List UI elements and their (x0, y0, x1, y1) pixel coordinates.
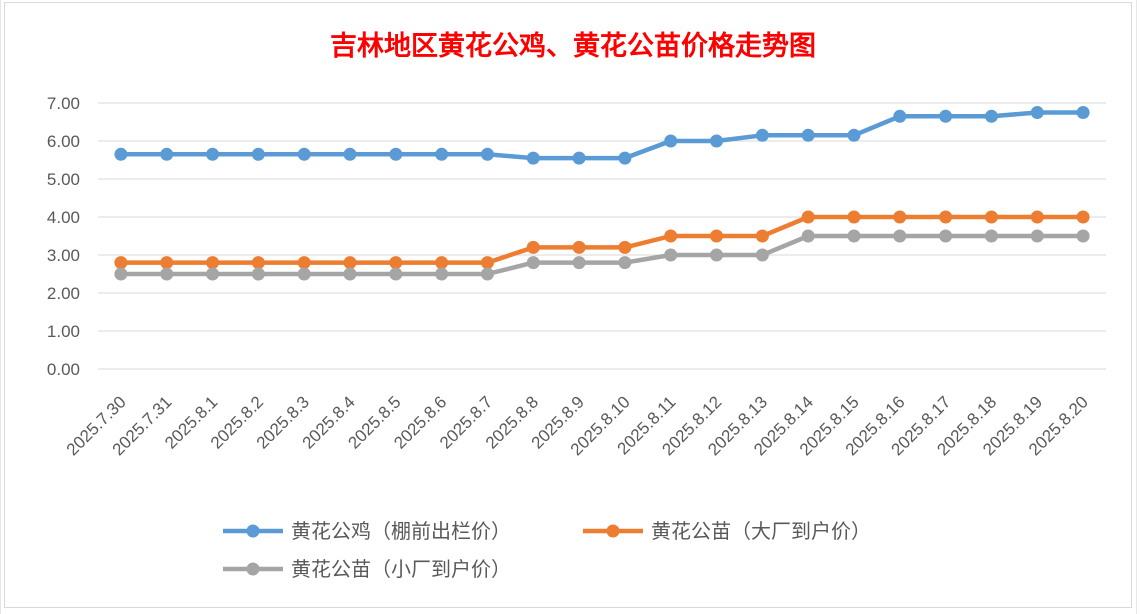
chart-area[interactable]: 吉林地区黄花公鸡、黄花公苗价格走势图 0.00 1.00 2.00 3.00 4.00 5… (4, 2, 1132, 608)
legend-marker (246, 524, 260, 538)
data-point (847, 128, 861, 142)
data-point (251, 267, 265, 281)
data-point (480, 256, 494, 270)
data-point (435, 256, 449, 270)
data-point (526, 256, 540, 270)
legend-label: 黄花公苗（大厂到户价） (651, 519, 871, 543)
series-lines (114, 106, 1090, 281)
data-point (755, 128, 769, 142)
y-tick-label: 6.00 (47, 132, 80, 151)
data-point (435, 147, 449, 161)
data-point (572, 240, 586, 254)
data-point (297, 256, 311, 270)
data-point (939, 210, 953, 224)
y-tick-label: 2.00 (47, 284, 80, 303)
data-point (343, 147, 357, 161)
data-point (160, 147, 174, 161)
data-point (847, 229, 861, 243)
gridlines (98, 102, 1106, 370)
data-point (435, 267, 449, 281)
series-3 (114, 229, 1090, 281)
legend: 黄花公鸡（棚前出栏价） 黄花公苗（大厂到户价） 黄花公苗（小厂到户价） (223, 519, 871, 581)
data-point (755, 248, 769, 262)
legend-item: 黄花公鸡（棚前出栏价） (223, 519, 511, 543)
data-point (984, 210, 998, 224)
y-tick-label: 7.00 (47, 94, 80, 113)
legend-item: 黄花公苗（小厂到户价） (223, 557, 511, 581)
x-axis-labels: 2025.7.302025.7.312025.8.12025.8.22025.8… (63, 392, 1092, 459)
data-point (1030, 210, 1044, 224)
data-point (664, 248, 678, 262)
data-point (618, 151, 632, 165)
data-point (114, 147, 128, 161)
data-point (160, 256, 174, 270)
data-point (893, 229, 907, 243)
data-point (206, 256, 220, 270)
data-point (572, 151, 586, 165)
data-point (389, 147, 403, 161)
data-point (572, 256, 586, 270)
legend-marker (246, 562, 260, 576)
sheet-gridline (1136, 0, 1137, 614)
data-point (206, 147, 220, 161)
data-point (526, 240, 540, 254)
data-point (114, 256, 128, 270)
data-point (893, 109, 907, 123)
y-tick-label: 5.00 (47, 170, 80, 189)
data-point (1030, 106, 1044, 119)
series-line (120, 110, 1084, 161)
legend-marker (606, 524, 620, 538)
data-point (710, 229, 724, 243)
data-point (343, 256, 357, 270)
data-point (1076, 210, 1090, 224)
data-point (1030, 229, 1044, 243)
data-point (480, 147, 494, 161)
data-point (801, 210, 815, 224)
legend-label: 黄花公苗（小厂到户价） (291, 557, 511, 581)
data-point (755, 229, 769, 243)
data-point (984, 229, 998, 243)
data-point (939, 109, 953, 123)
price-trend-chart: 吉林地区黄花公鸡、黄花公苗价格走势图 0.00 1.00 2.00 3.00 4.00 5… (47, 31, 1106, 581)
data-point (939, 229, 953, 243)
data-point (1076, 229, 1090, 243)
legend-label: 黄花公鸡（棚前出栏价） (291, 519, 511, 543)
data-point (801, 128, 815, 142)
data-point (710, 134, 724, 148)
data-point (801, 229, 815, 243)
sheet-gridline (0, 0, 1, 614)
legend-item: 黄花公苗（大厂到户价） (583, 519, 871, 543)
series-line (120, 214, 1084, 265)
chart-title: 吉林地区黄花公鸡、黄花公苗价格走势图 (330, 31, 816, 62)
data-point (893, 210, 907, 224)
data-point (389, 256, 403, 270)
data-point (251, 256, 265, 270)
data-point (160, 267, 174, 281)
series-1 (114, 106, 1090, 165)
y-tick-label: 0.00 (47, 360, 80, 379)
y-tick-label: 3.00 (47, 246, 80, 265)
data-point (1076, 106, 1090, 119)
data-point (251, 147, 265, 161)
data-point (297, 267, 311, 281)
y-tick-label: 4.00 (47, 208, 80, 227)
data-point (664, 229, 678, 243)
data-point (526, 151, 540, 165)
data-point (618, 240, 632, 254)
y-axis-labels: 0.00 1.00 2.00 3.00 4.00 5.00 6.00 7.00 (47, 94, 80, 379)
data-point (297, 147, 311, 161)
series-line (120, 233, 1084, 277)
data-point (114, 267, 128, 281)
data-point (206, 267, 220, 281)
data-point (343, 267, 357, 281)
data-point (664, 134, 678, 148)
data-point (618, 256, 632, 270)
data-point (389, 267, 403, 281)
series-2 (114, 210, 1090, 270)
data-point (710, 248, 724, 262)
data-point (847, 210, 861, 224)
data-point (984, 109, 998, 123)
y-tick-label: 1.00 (47, 322, 80, 341)
data-point (480, 267, 494, 281)
